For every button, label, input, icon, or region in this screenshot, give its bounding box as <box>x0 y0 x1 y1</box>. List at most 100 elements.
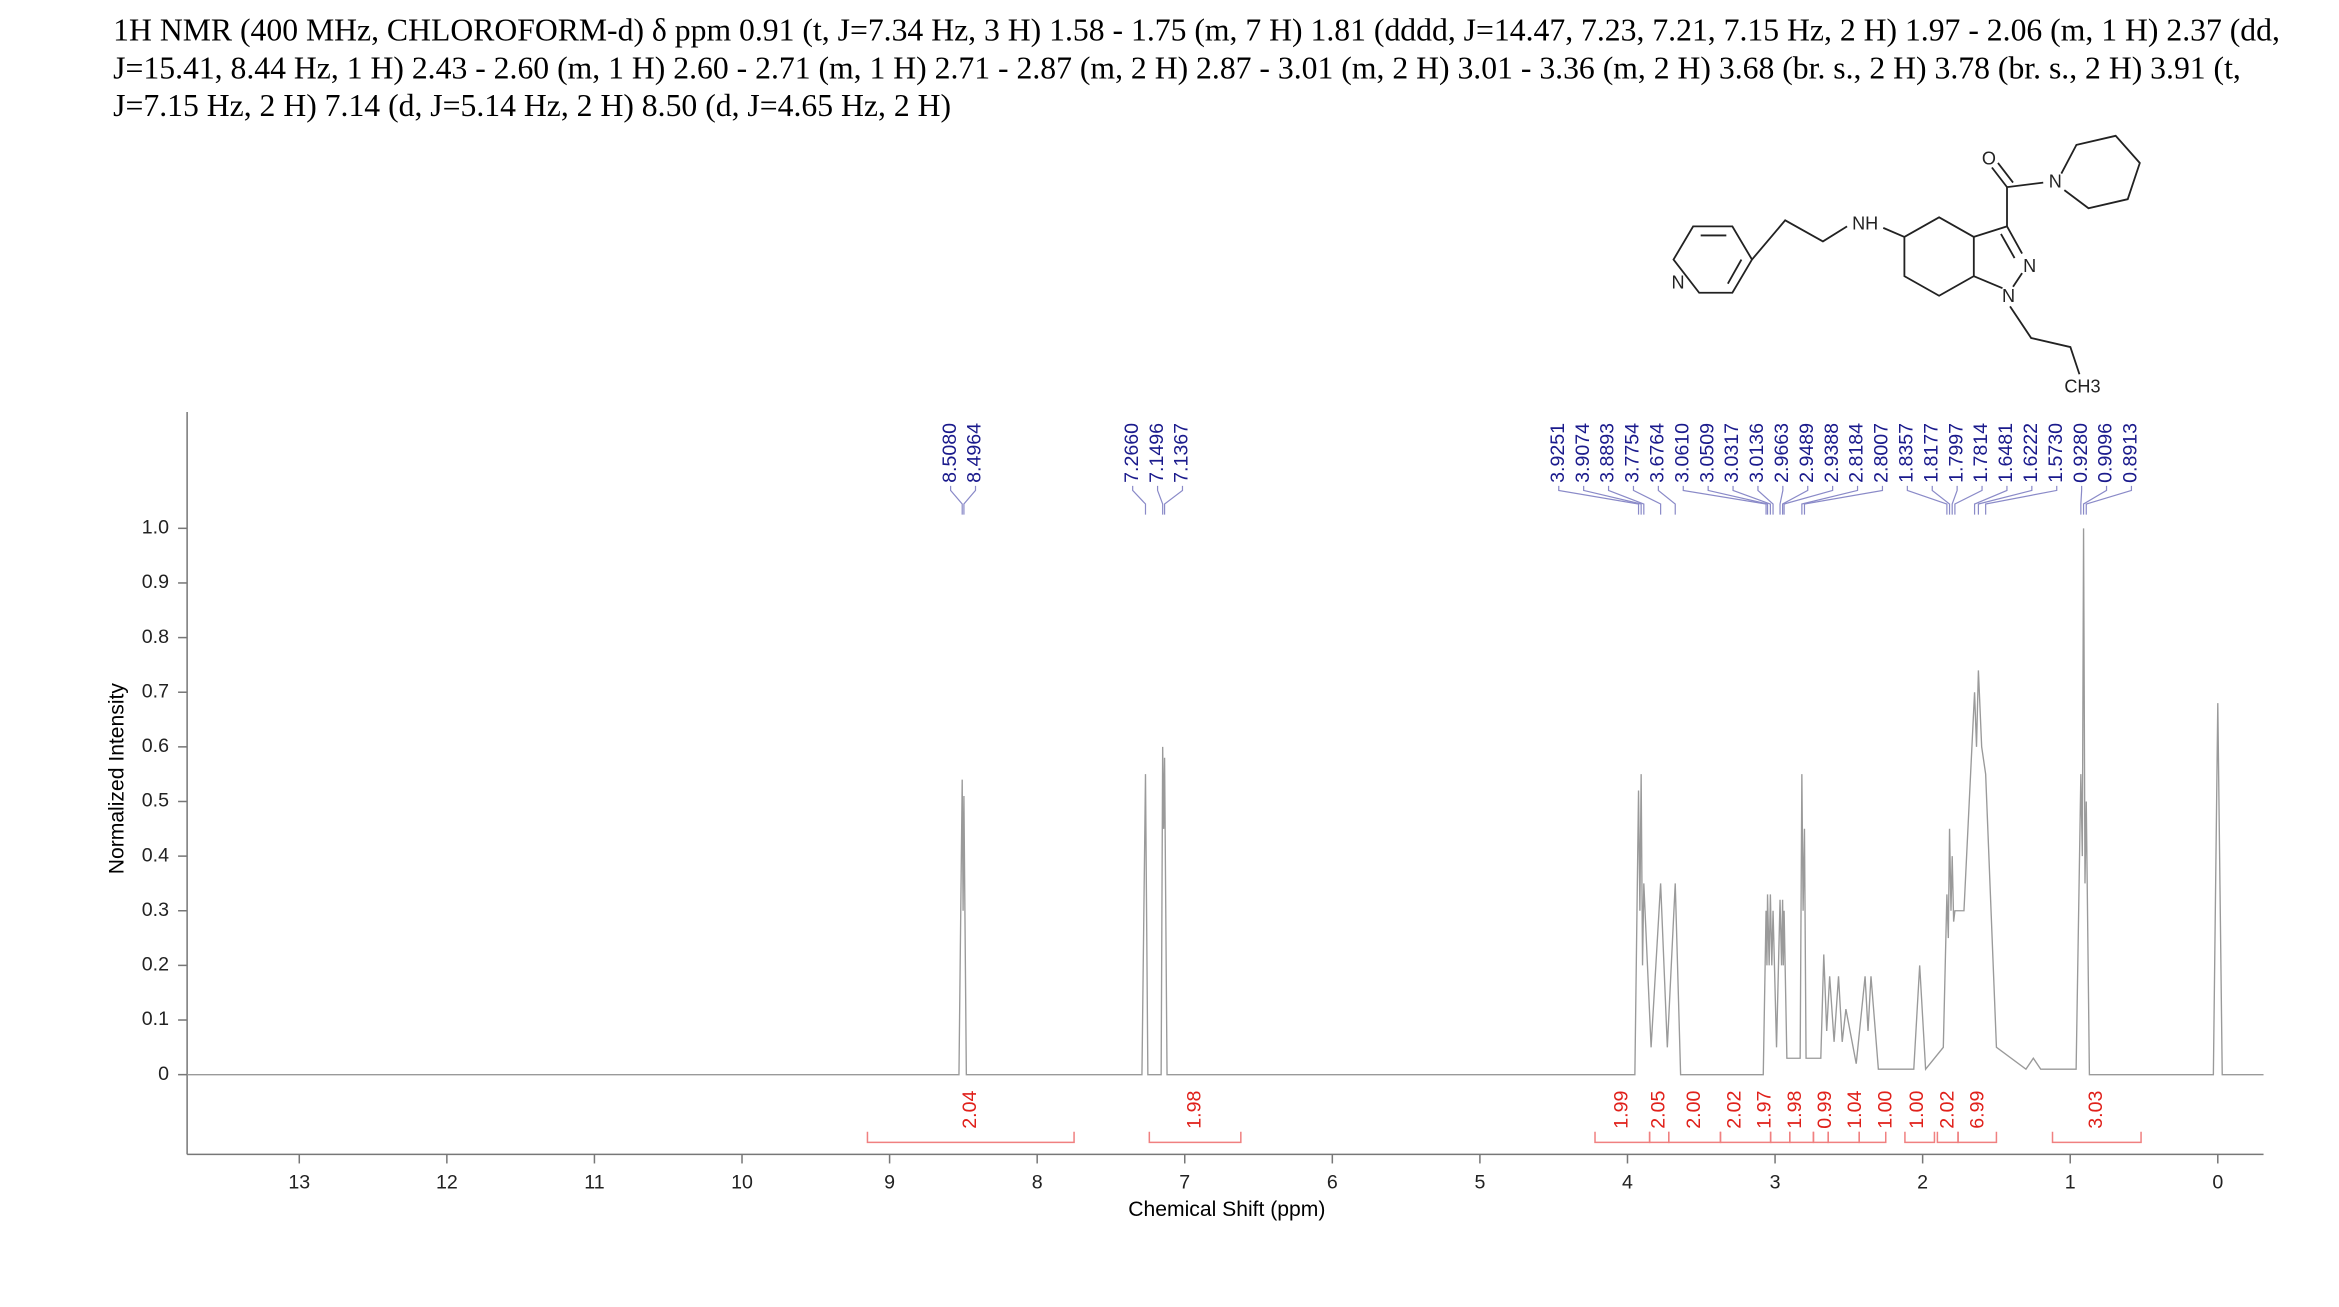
peak-label: 3.0610 <box>1671 423 1693 483</box>
integral-bracket <box>1827 1131 1860 1144</box>
integral-label: 1.04 <box>1844 1090 1866 1128</box>
integral-bracket <box>1719 1131 1772 1144</box>
y-tick-label: 0 <box>158 1063 169 1085</box>
x-tick-label: 13 <box>288 1171 310 1193</box>
integral-bracket <box>1789 1131 1815 1144</box>
integral-label: 1.98 <box>1183 1090 1205 1128</box>
x-tick-label: 4 <box>1622 1171 1633 1193</box>
peak-leader <box>1163 485 1184 515</box>
peak-leader <box>1931 485 1951 515</box>
x-tick-label: 12 <box>436 1171 458 1193</box>
peak-leader <box>1985 485 2058 515</box>
peak-label: 1.7997 <box>1945 423 1967 483</box>
peak-label: 7.1496 <box>1146 423 1168 483</box>
peak-label: 1.8357 <box>1896 423 1918 483</box>
y-tick-label: 0.8 <box>142 626 169 648</box>
peak-label: 1.6481 <box>1995 423 2017 483</box>
peak-label: 0.9096 <box>2095 423 2117 483</box>
y-axis-label: Normalized Intensity <box>105 683 128 875</box>
peak-leader <box>1657 485 1676 515</box>
atom-label: N <box>2049 171 2062 191</box>
peak-leader <box>1781 485 1809 515</box>
bond <box>1882 227 1905 238</box>
peak-leader <box>1977 485 2033 515</box>
peak-label: 3.9251 <box>1547 423 1569 483</box>
peak-label: 3.0317 <box>1721 423 1743 483</box>
y-tick-label: 0.4 <box>142 844 169 866</box>
atom-label: N <box>2002 286 2015 306</box>
peak-label: 2.8007 <box>1871 423 1893 483</box>
peak-label: 0.9280 <box>2070 423 2092 483</box>
integral-bracket <box>1957 1131 1998 1144</box>
y-tick-label: 0.5 <box>142 790 169 812</box>
integral-label: 2.02 <box>1723 1091 1745 1129</box>
peak-leader <box>2082 485 2108 515</box>
peak-leader <box>1707 485 1769 515</box>
integral-bracket <box>1936 1131 1959 1144</box>
peak-label: 7.2660 <box>1121 423 1143 483</box>
peak-label: 3.6764 <box>1647 423 1669 483</box>
peak-label: 3.8893 <box>1597 423 1619 483</box>
molecule <box>1672 134 2141 375</box>
peak-leader <box>1558 485 1640 515</box>
integral-bracket <box>1769 1131 1791 1144</box>
y-tick-label: 0.3 <box>142 899 169 921</box>
bond <box>1751 219 1848 261</box>
integral-bracket <box>1648 1131 1670 1144</box>
peak-leader <box>950 485 963 515</box>
x-tick-label: 3 <box>1770 1171 1781 1193</box>
peak-label: 0.8913 <box>2120 423 2142 483</box>
peak-leader <box>1632 485 1662 515</box>
integral-label: 2.02 <box>1936 1091 1958 1129</box>
integral-label: 6.99 <box>1967 1091 1989 1129</box>
integral-bracket <box>2051 1131 2142 1144</box>
x-tick-label: 2 <box>1917 1171 1928 1193</box>
integral-bracket <box>1668 1131 1722 1144</box>
peak-label: 8.5080 <box>939 423 961 483</box>
peak-leader <box>1732 485 1771 515</box>
integral-label: 1.98 <box>1784 1090 1806 1128</box>
integral-label: 1.00 <box>1874 1090 1896 1128</box>
integral-bracket <box>1148 1131 1242 1144</box>
x-tick-label: 10 <box>731 1171 753 1193</box>
integral-bracket <box>866 1131 1075 1144</box>
y-tick-label: 1.0 <box>142 517 169 539</box>
integral-label: 3.03 <box>2085 1090 2107 1128</box>
peak-leader <box>1973 485 2008 515</box>
peak-label: 1.5730 <box>2045 423 2067 483</box>
peak-label: 2.9388 <box>1821 423 1843 483</box>
x-tick-label: 1 <box>2065 1171 2076 1193</box>
bond <box>2000 233 2016 259</box>
axes <box>186 411 2264 1156</box>
y-tick-label: 0.6 <box>142 735 169 757</box>
integral-label: 1.99 <box>1611 1091 1633 1129</box>
pyridine-ring <box>1672 225 1754 294</box>
integral-label: 2.00 <box>1683 1090 1705 1128</box>
x-axis-label: Chemical Shift (ppm) <box>1128 1198 1325 1221</box>
peak-label: 2.8184 <box>1846 423 1868 483</box>
peak-leader <box>1583 485 1642 515</box>
cyclohexane-ring <box>1903 216 1975 297</box>
peak-label: 3.7754 <box>1622 423 1644 483</box>
peak-label: 1.6222 <box>2020 423 2042 483</box>
integral-label: 1.97 <box>1754 1091 1776 1129</box>
peak-leader <box>1951 485 1958 515</box>
peak-leader <box>1783 485 1834 515</box>
x-tick-label: 6 <box>1327 1171 1338 1193</box>
integral-bracket <box>1594 1131 1651 1144</box>
y-tick-label: 0.9 <box>142 571 169 593</box>
bond <box>1991 166 2008 188</box>
bond <box>1727 259 1743 285</box>
bond <box>1997 162 2014 184</box>
piperidine-ring <box>2060 134 2141 210</box>
peak-leader <box>2085 485 2133 515</box>
peak-label: 3.9074 <box>1572 423 1594 483</box>
y-tick-label: 0.2 <box>142 954 169 976</box>
peak-label: 3.0509 <box>1696 423 1718 483</box>
integral-bracket <box>1858 1131 1887 1144</box>
peak-label: 1.7814 <box>1970 423 1992 483</box>
atom-label: O <box>1982 149 1996 169</box>
bond <box>2009 305 2081 375</box>
peak-leader <box>2080 485 2083 515</box>
